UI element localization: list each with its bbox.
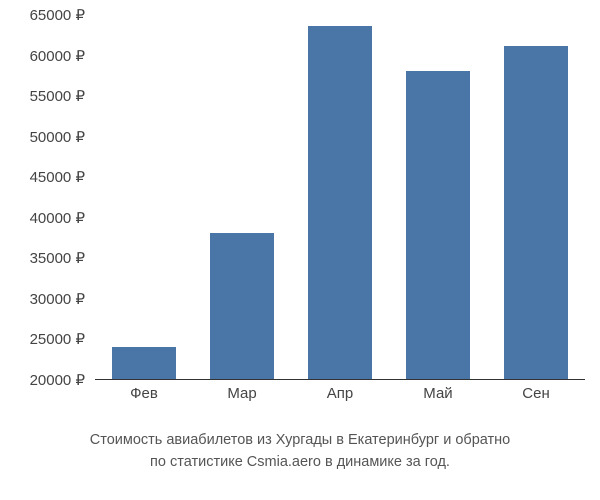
bar-chart: 20000 ₽25000 ₽30000 ₽35000 ₽40000 ₽45000…	[95, 15, 585, 410]
bar	[112, 347, 176, 379]
y-axis-label: 60000 ₽	[30, 47, 85, 65]
y-axis-label: 45000 ₽	[30, 168, 85, 186]
plot-area	[95, 15, 585, 380]
y-axis-label: 40000 ₽	[30, 209, 85, 227]
y-axis-label: 35000 ₽	[30, 249, 85, 267]
x-axis-label: Апр	[327, 385, 353, 402]
x-axis-label: Фев	[130, 385, 158, 402]
y-axis: 20000 ₽25000 ₽30000 ₽35000 ₽40000 ₽45000…	[10, 15, 90, 380]
x-axis: Фев Мар Апр Май Сен	[95, 385, 585, 410]
chart-caption: Стоимость авиабилетов из Хургады в Екате…	[0, 430, 600, 474]
y-axis-label: 55000 ₽	[30, 87, 85, 105]
caption-line-1: Стоимость авиабилетов из Хургады в Екате…	[0, 430, 600, 452]
x-axis-label: Май	[423, 385, 452, 402]
bar	[210, 233, 274, 379]
y-axis-label: 30000 ₽	[30, 290, 85, 308]
y-axis-label: 65000 ₽	[30, 6, 85, 24]
y-axis-label: 20000 ₽	[30, 371, 85, 389]
x-axis-label: Сен	[522, 385, 549, 402]
caption-line-2: по статистике Csmia.aero в динамике за г…	[0, 452, 600, 474]
bar	[504, 46, 568, 379]
bar	[308, 26, 372, 379]
y-axis-label: 50000 ₽	[30, 128, 85, 146]
y-axis-label: 25000 ₽	[30, 330, 85, 348]
bar	[406, 71, 470, 379]
x-axis-label: Мар	[227, 385, 256, 402]
